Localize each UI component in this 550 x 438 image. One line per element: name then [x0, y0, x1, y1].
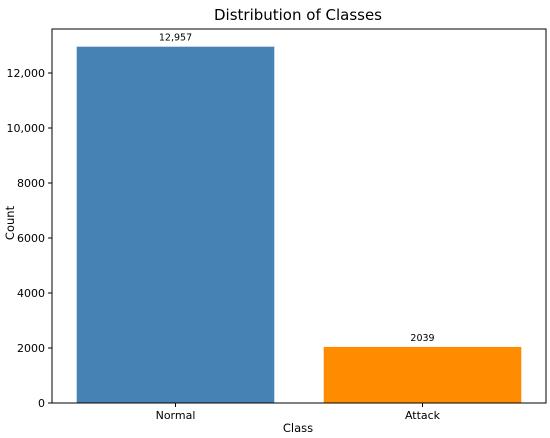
y-tick-label-0: 0 [38, 397, 45, 410]
bar-attack [323, 346, 522, 403]
y-tick-label-2000: 2000 [17, 342, 45, 355]
y-tick-label-8000: 8000 [17, 177, 45, 190]
bar-normal [76, 46, 275, 404]
chart-title: Distribution of Classes [214, 6, 382, 24]
y-axis-ticks: 0 2000 4000 6000 8000 10,000 12,000 [7, 67, 52, 410]
y-tick-label-4000: 4000 [17, 287, 45, 300]
x-tick-label-normal: Normal [156, 409, 196, 422]
x-tick-label-attack: Attack [405, 409, 441, 422]
y-tick-label-12000: 12,000 [7, 67, 46, 80]
x-axis-ticks: Normal Attack [156, 403, 441, 422]
data-label-normal: 12,957 [159, 33, 192, 44]
x-axis-label: Class [283, 421, 313, 435]
data-label-attack: 2039 [410, 333, 434, 344]
y-axis-label: Count [3, 205, 17, 240]
data-labels-group: 12,957 2039 [159, 33, 435, 344]
bars-group [76, 46, 522, 404]
y-tick-label-10000: 10,000 [7, 122, 46, 135]
plot-frame [51, 28, 547, 404]
y-tick-label-6000: 6000 [17, 232, 45, 245]
